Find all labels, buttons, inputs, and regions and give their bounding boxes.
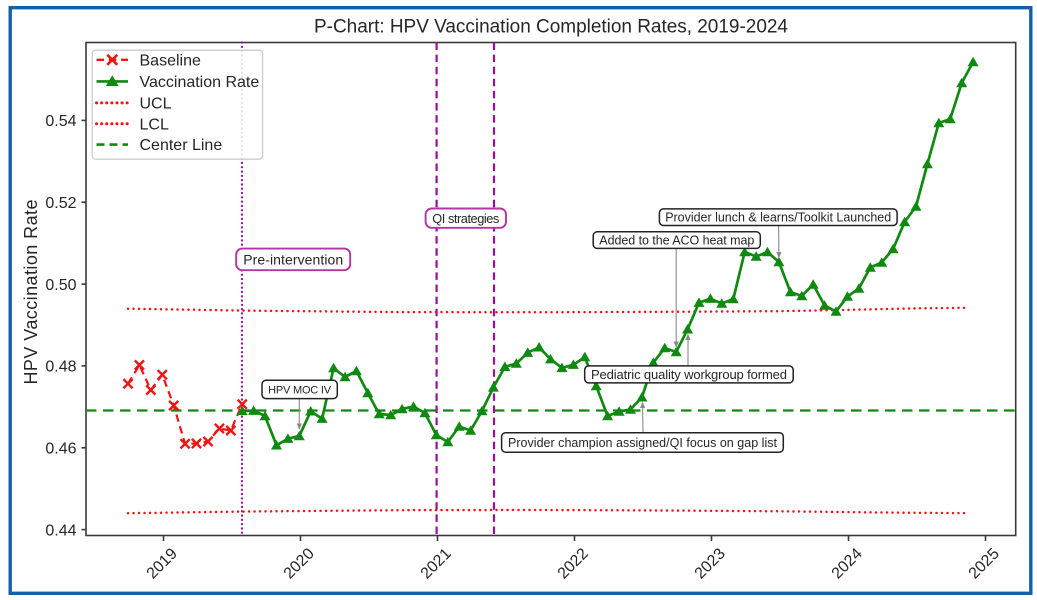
svg-text:0.50: 0.50	[45, 277, 76, 294]
svg-text:0.48: 0.48	[45, 359, 76, 376]
svg-text:Pre-intervention: Pre-intervention	[243, 251, 343, 267]
svg-text:Vaccination Rate: Vaccination Rate	[140, 74, 260, 91]
svg-text:0.44: 0.44	[45, 522, 76, 539]
svg-text:Added to the ACO heat map: Added to the ACO heat map	[599, 234, 754, 248]
svg-text:0.54: 0.54	[45, 113, 76, 130]
svg-text:QI strategies: QI strategies	[432, 211, 499, 226]
svg-text:HPV MOC IV: HPV MOC IV	[268, 384, 332, 396]
svg-text:Baseline: Baseline	[140, 52, 201, 69]
svg-text:LCL: LCL	[140, 116, 169, 133]
svg-text:0.52: 0.52	[45, 195, 76, 212]
svg-text:Provider lunch & learns/Toolki: Provider lunch & learns/Toolkit Launched	[665, 211, 891, 225]
svg-text:Center Line: Center Line	[140, 137, 223, 154]
svg-text:UCL: UCL	[140, 96, 172, 113]
svg-text:P-Chart: HPV Vaccination Compl: P-Chart: HPV Vaccination Completion Rate…	[314, 17, 788, 38]
svg-text:Provider champion assigned/QI: Provider champion assigned/QI focus on g…	[508, 436, 778, 450]
svg-text:HPV Vaccination Rate: HPV Vaccination Rate	[21, 200, 41, 385]
svg-text:Pediatric quality workgroup fo: Pediatric quality workgroup formed	[591, 367, 787, 382]
svg-text:0.46: 0.46	[45, 441, 76, 458]
